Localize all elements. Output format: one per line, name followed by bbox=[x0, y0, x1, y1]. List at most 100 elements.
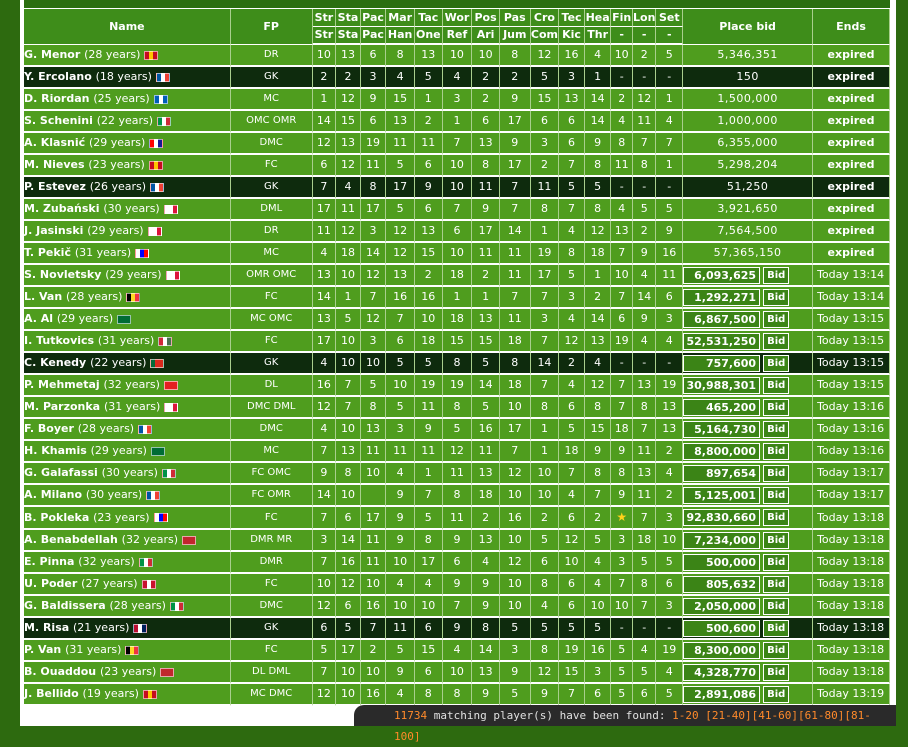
player-row[interactable]: D. Riordan (25 years) MC 1 12 9 15 1 3 2 9 15 13 14 2… bbox=[24, 89, 890, 111]
player-row[interactable]: Y. Ercolano (18 years) GK 2 2 3 4 5 4 2 2 5 3 1- - -15… bbox=[24, 67, 890, 89]
header-gk-stat[interactable]: Sta bbox=[336, 27, 361, 45]
player-row[interactable]: B. Pokleka (23 years) FC 7 6 17 9 5 11 2 16 2 6 2 ★ 7 3… bbox=[24, 507, 890, 530]
player-name[interactable]: G. Baldissera bbox=[24, 599, 106, 612]
player-name[interactable]: M. Nieves bbox=[24, 158, 85, 171]
player-name[interactable]: B. Pokleka bbox=[24, 510, 90, 524]
header-stat[interactable]: Tec bbox=[559, 9, 585, 27]
header-gk-stat[interactable]: Jum bbox=[499, 27, 531, 45]
header-gk-stat[interactable]: Kic bbox=[559, 27, 585, 45]
header-gk-stat[interactable]: Com bbox=[530, 27, 560, 45]
bid-button[interactable]: Bid bbox=[763, 685, 790, 703]
header-gk-stat[interactable]: - bbox=[611, 27, 633, 45]
player-row[interactable]: G. Menor (28 years) DR 10 13 6 8 13 10 10 8 12 16 4 1… bbox=[24, 45, 890, 67]
header-stat[interactable]: Pas bbox=[499, 9, 531, 27]
player-name[interactable]: I. Tutkovics bbox=[24, 334, 95, 347]
player-row[interactable]: S. Schenini (22 years) OMC OMR 14 15 6 13 2 1 6 1… bbox=[24, 111, 890, 133]
header-stat[interactable]: Wor bbox=[442, 9, 473, 27]
header-place-bid[interactable]: Place bid bbox=[683, 9, 814, 45]
header-gk-stat[interactable]: Str bbox=[312, 27, 337, 45]
player-row[interactable]: L. Van (28 years) FC 14 1 7 16 16 1 1 7 7 3 2 7 14 6 1,2… bbox=[24, 287, 890, 309]
player-name[interactable]: Y. Ercolano bbox=[24, 70, 92, 83]
header-stat[interactable]: Lon bbox=[632, 9, 657, 27]
player-row[interactable]: A. Milano (30 years) FC OMR 14 10 9 7 8 18 10 10 4… bbox=[24, 485, 890, 507]
bid-button[interactable]: Bid bbox=[763, 332, 790, 350]
bid-button[interactable]: Bid bbox=[763, 288, 790, 306]
bid-amount-input[interactable]: 2,891,086 bbox=[683, 685, 761, 703]
header-stat[interactable]: Sta bbox=[336, 9, 361, 27]
header-stat[interactable]: Pos bbox=[472, 9, 500, 27]
bid-amount-input[interactable]: 500,000 bbox=[683, 553, 761, 571]
bid-amount-input[interactable]: 52,531,250 bbox=[683, 332, 761, 350]
player-name[interactable]: S. Schenini bbox=[24, 114, 93, 127]
page-link[interactable]: [21-40] bbox=[705, 709, 752, 722]
bid-button[interactable]: Bid bbox=[763, 376, 790, 394]
header-stat[interactable]: Str bbox=[312, 9, 337, 27]
bid-amount-input[interactable]: 5,164,730 bbox=[683, 420, 761, 438]
player-row[interactable]: A. Al (29 years) MC OMC 13 5 12 7 10 18 13 11 3 4 14… bbox=[24, 309, 890, 331]
bid-button[interactable]: Bid bbox=[763, 619, 790, 637]
bid-amount-input[interactable]: 8,300,000 bbox=[683, 641, 761, 659]
player-name[interactable]: D. Riordan bbox=[24, 92, 90, 105]
player-row[interactable]: G. Baldissera (28 years) DMC 12 6 16 10 10 7 9 10… bbox=[24, 596, 890, 618]
header-gk-stat[interactable]: Thr bbox=[584, 27, 612, 45]
player-row[interactable]: C. Kenedy (22 years) GK 4 10 10 5 5 8 5 8 14 2 4- - -7… bbox=[24, 353, 890, 375]
player-name[interactable]: A. Klasnić bbox=[24, 136, 86, 149]
player-row[interactable]: P. Mehmetaj (32 years) DL 16 7 5 10 19 19 14 18 7 4… bbox=[24, 375, 890, 397]
page-link[interactable]: [41-60] bbox=[751, 709, 799, 722]
player-name[interactable]: E. Pinna bbox=[24, 555, 75, 568]
player-row[interactable]: M. Risa (21 years) GK 6 5 7 11 6 9 8 5 5 5 5- - -500,6… bbox=[24, 618, 890, 640]
player-row[interactable]: P. Estevez (26 years) GK 7 4 8 17 9 10 11 7 11 5 5- -… bbox=[24, 177, 890, 199]
player-row[interactable]: F. Boyer (28 years) DMC 4 10 13 3 9 5 16 17 1 5 15 18… bbox=[24, 419, 890, 441]
bid-amount-input[interactable]: 30,988,301 bbox=[683, 376, 761, 394]
header-fp[interactable]: FP bbox=[230, 9, 313, 45]
bid-button[interactable]: Bid bbox=[763, 641, 790, 659]
player-name[interactable]: A. Benabdellah bbox=[24, 533, 118, 546]
player-row[interactable]: A. Klasnić (29 years) DMC 12 13 19 11 11 7 13 9 3 6… bbox=[24, 133, 890, 155]
player-name[interactable]: U. Poder bbox=[24, 577, 78, 590]
header-gk-stat[interactable]: Han bbox=[386, 27, 415, 45]
player-row[interactable]: M. Nieves (23 years) FC 6 12 11 5 6 10 8 17 2 7 8 11 8… bbox=[24, 155, 890, 177]
player-name[interactable]: S. Novletsky bbox=[24, 268, 102, 281]
player-row[interactable]: B. Ouaddou (23 years) DL DML 7 10 10 9 6 10 13 9 1… bbox=[24, 662, 890, 684]
bid-button[interactable]: Bid bbox=[763, 266, 790, 284]
header-stat[interactable]: Cro bbox=[530, 9, 560, 27]
player-row[interactable]: A. Benabdellah (32 years) DMR MR 3 14 11 9 8 9 1… bbox=[24, 530, 890, 552]
bid-button[interactable]: Bid bbox=[763, 509, 790, 526]
header-stat[interactable]: Pac bbox=[360, 9, 387, 27]
player-name[interactable]: A. Milano bbox=[24, 488, 83, 501]
player-name[interactable]: M. Zubański bbox=[24, 202, 100, 215]
bid-amount-input[interactable]: 6,867,500 bbox=[683, 310, 761, 328]
player-row[interactable]: J. Jasinski (29 years) DR 11 12 3 12 13 6 17 14 1 4… bbox=[24, 221, 890, 243]
player-name[interactable]: J. Jasinski bbox=[24, 224, 84, 237]
player-row[interactable]: H. Khamis (29 years) MC 7 13 11 11 11 12 11 7 1 18 9… bbox=[24, 441, 890, 463]
bid-button[interactable]: Bid bbox=[763, 398, 790, 416]
header-gk-stat[interactable]: Ari bbox=[472, 27, 500, 45]
bid-amount-input[interactable]: 465,200 bbox=[683, 398, 761, 416]
bid-button[interactable]: Bid bbox=[763, 553, 790, 571]
bid-amount-input[interactable]: 2,050,000 bbox=[683, 597, 761, 615]
header-stat[interactable]: Fin bbox=[611, 9, 633, 27]
player-name[interactable]: T. Pekič bbox=[24, 246, 71, 259]
header-gk-stat[interactable]: Ref bbox=[442, 27, 473, 45]
bid-button[interactable]: Bid bbox=[763, 597, 790, 615]
bid-amount-input[interactable]: 92,830,660 bbox=[683, 509, 761, 526]
header-name[interactable]: Name bbox=[24, 9, 231, 45]
player-row[interactable]: U. Poder (27 years) FC 10 12 10 4 4 9 9 10 8 6 4 7 8 6 8… bbox=[24, 574, 890, 596]
player-name[interactable]: C. Kenedy bbox=[24, 356, 87, 369]
player-row[interactable]: M. Zubański (30 years) DML 17 11 17 5 6 7 9 7 8 7 8 4… bbox=[24, 199, 890, 221]
player-row[interactable]: G. Galafassi (30 years) FC OMC 9 8 10 4 1 11 13 1… bbox=[24, 463, 890, 485]
player-name[interactable]: J. Bellido bbox=[24, 687, 79, 700]
bid-button[interactable]: Bid bbox=[763, 354, 790, 372]
header-gk-stat[interactable]: Pac bbox=[360, 27, 387, 45]
player-row[interactable]: P. Van (31 years) FC 5 17 2 5 15 4 14 3 8 19 16 5 4 19 8… bbox=[24, 640, 890, 662]
bid-button[interactable]: Bid bbox=[763, 486, 790, 504]
player-name[interactable]: B. Ouaddou bbox=[24, 665, 97, 678]
player-name[interactable]: P. Mehmetaj bbox=[24, 378, 100, 391]
player-name[interactable]: A. Al bbox=[24, 312, 54, 325]
bid-amount-input[interactable]: 5,125,001 bbox=[683, 486, 761, 504]
player-name[interactable]: P. Van bbox=[24, 643, 62, 656]
bid-amount-input[interactable]: 757,600 bbox=[683, 354, 761, 372]
player-name[interactable]: G. Menor bbox=[24, 48, 81, 61]
player-name[interactable]: H. Khamis bbox=[24, 444, 87, 457]
bid-button[interactable]: Bid bbox=[763, 464, 790, 482]
